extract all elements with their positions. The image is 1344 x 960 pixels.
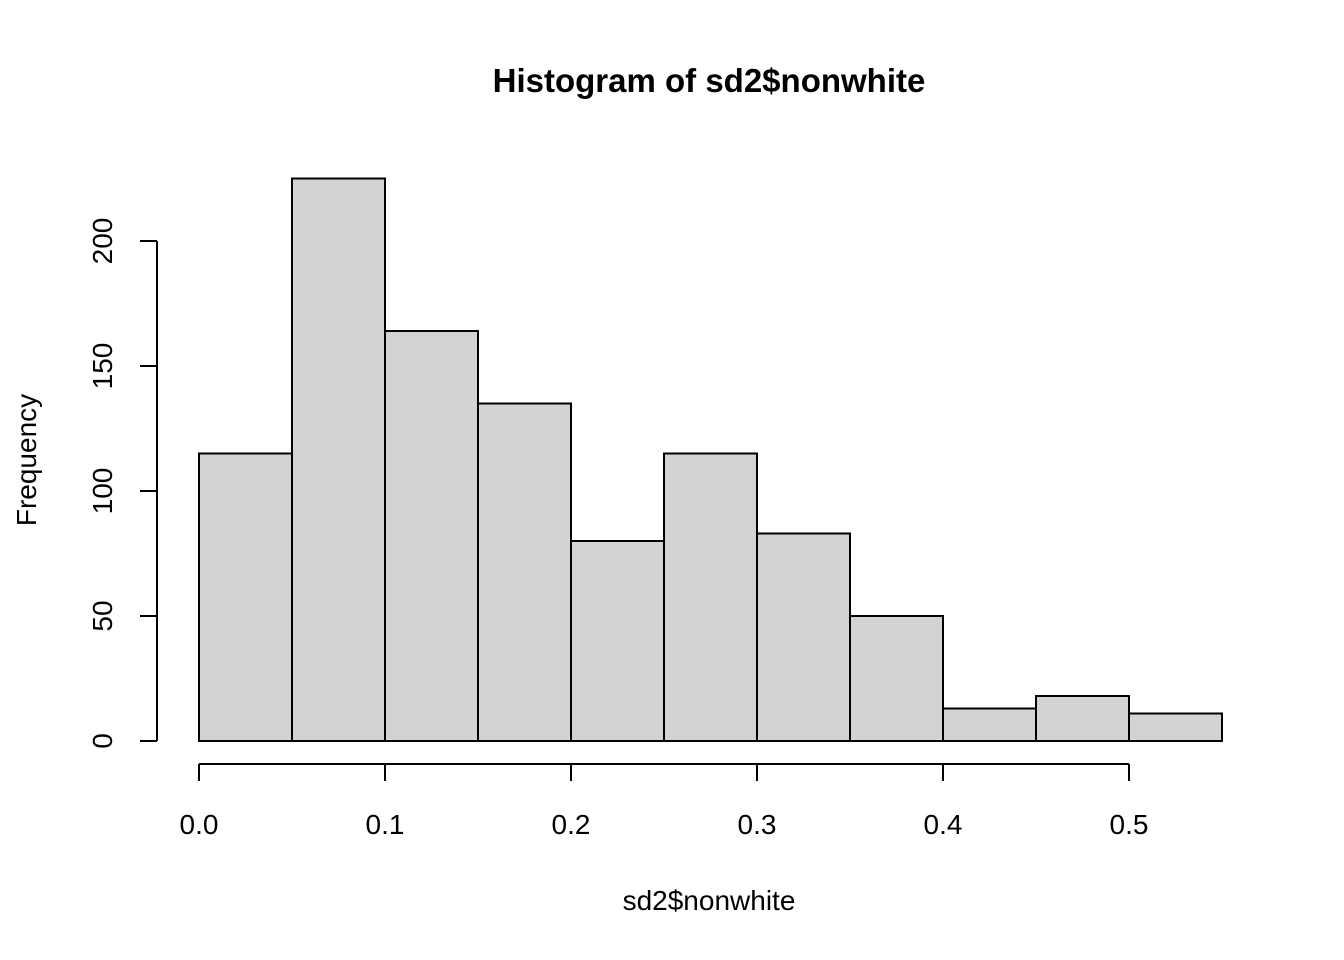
histogram-bar-9 <box>1035 695 1130 742</box>
histogram-bar-3 <box>477 402 572 742</box>
x-tick-label-2: 0.2 <box>552 809 591 840</box>
x-tick-label-1: 0.1 <box>366 809 405 840</box>
histogram-bar-7 <box>849 615 944 742</box>
histogram-bar-4 <box>570 540 665 742</box>
y-axis-label: Frequency <box>11 394 42 526</box>
bars-group <box>198 177 1223 742</box>
histogram-bar-6 <box>756 532 851 742</box>
y-axis: 0 50 100 150 200 <box>87 218 158 749</box>
histogram-bar-10 <box>1128 712 1223 742</box>
x-axis: 0.0 0.1 0.2 0.3 0.4 0.5 <box>180 763 1149 840</box>
histogram-bar-0 <box>198 452 293 742</box>
chart-title: Histogram of sd2$nonwhite <box>493 62 926 99</box>
x-tick-label-3: 0.3 <box>738 809 777 840</box>
histogram-bar-1 <box>291 177 386 742</box>
y-tick-label-3: 150 <box>87 343 118 390</box>
y-tick-label-4: 200 <box>87 218 118 265</box>
x-axis-label: sd2$nonwhite <box>623 885 796 916</box>
y-tick-label-0: 0 <box>87 733 118 749</box>
histogram-bar-5 <box>663 452 758 742</box>
y-tick-label-2: 100 <box>87 468 118 515</box>
x-tick-label-4: 0.4 <box>924 809 963 840</box>
x-tick-label-0: 0.0 <box>180 809 219 840</box>
histogram-bar-8 <box>942 707 1037 742</box>
histogram-bar-2 <box>384 330 479 742</box>
y-tick-label-1: 50 <box>87 600 118 631</box>
x-tick-label-5: 0.5 <box>1110 809 1149 840</box>
